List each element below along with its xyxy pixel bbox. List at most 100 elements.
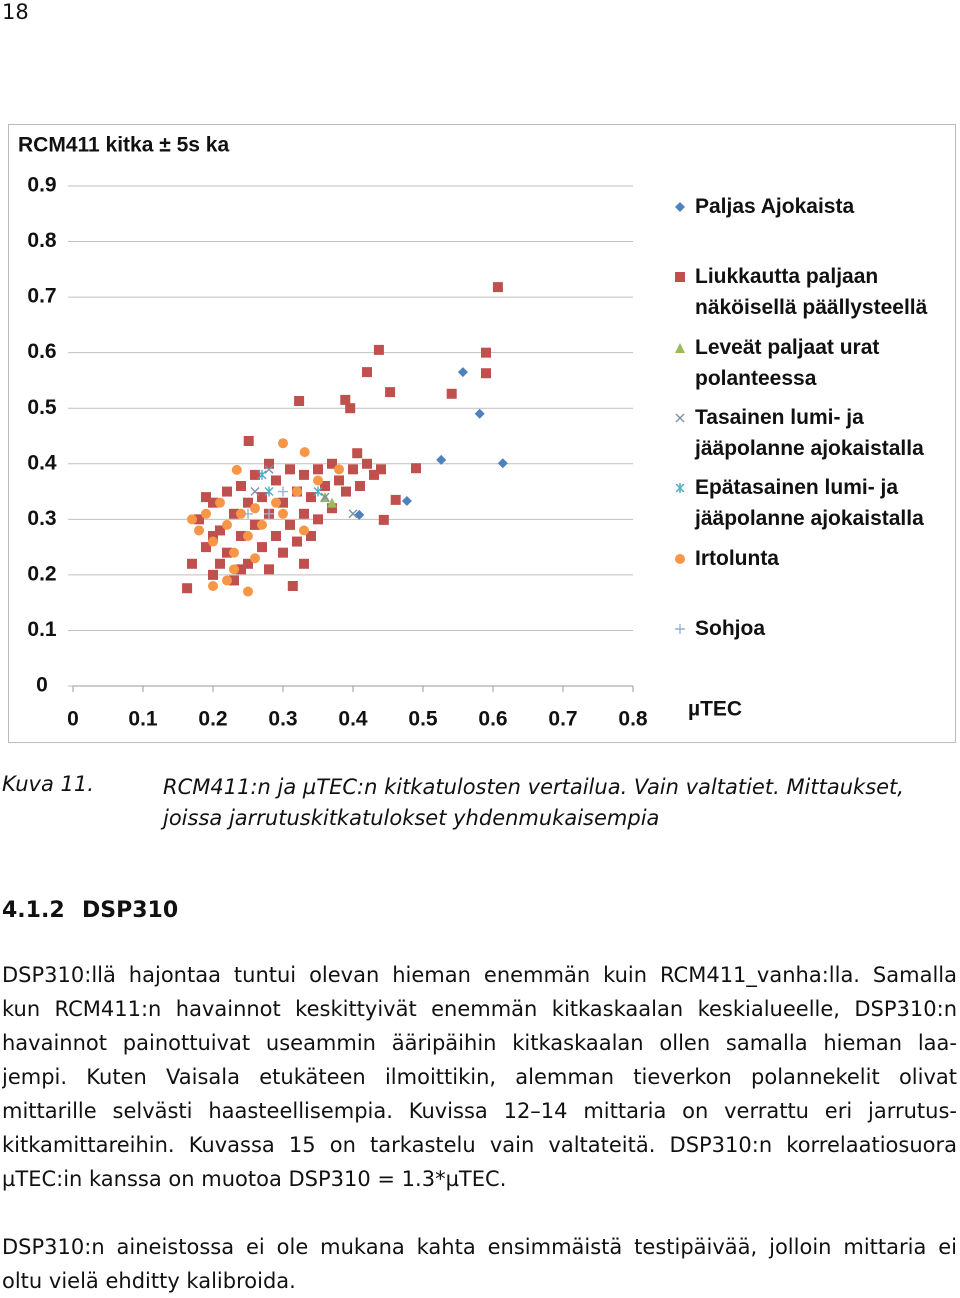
point [229,564,239,575]
point [264,464,274,474]
point [334,475,344,486]
legend-label: Leveät paljaat urat polanteessa [695,335,880,390]
point [201,508,211,519]
point [236,564,246,575]
point [208,536,218,547]
legend-label: Epätasainen lumi- ja jääpolanne ajokaist… [695,476,924,531]
point [215,497,225,508]
marker [675,272,685,283]
legend-marker [675,413,685,423]
legend-label: Sohjoa [695,616,766,640]
point [299,558,309,569]
point [257,519,267,530]
point [341,486,351,497]
point [313,486,323,497]
point [411,463,421,474]
text-line: µTEC:in kanssa on muotoa DSP310 = 1.3*µT… [2,1167,507,1191]
point [278,547,288,558]
point [378,514,389,525]
y-tick-label: 0.6 [27,340,56,363]
x-axis-label: µTEC [688,698,742,721]
point [264,486,274,497]
point [313,475,323,486]
caption-line: joissa jarrutuskitkatulokset yhdenmukais… [163,806,660,830]
legend-label: Paljas Ajokaista [695,195,855,218]
y-tick-label: 0.4 [27,451,57,474]
point [436,454,447,465]
chart: RCM411 kitka ± 5s ka µTEC 0 0.1 0.2 0.3 0.4 0… [8,124,956,743]
marker [675,483,685,494]
point [390,494,401,505]
legend-label: Liukkautta paljaan näköisellä päällystee… [695,265,928,320]
heading-number: 4.1.2 [2,898,65,923]
point [264,458,274,469]
point [236,531,246,541]
point [340,394,351,405]
point [334,464,344,475]
point [285,519,295,530]
legend-marker [675,342,685,353]
point [264,564,274,575]
legend-marker [675,272,685,283]
point [299,508,309,519]
point [222,519,232,530]
point [306,492,316,503]
marker [675,413,685,423]
point [231,464,242,475]
point [243,497,253,508]
marker [675,342,685,353]
point [271,531,281,541]
text-line: mittarille selvästi haasteellisempia. Ku… [2,1099,957,1123]
point [236,481,246,491]
point [194,525,204,536]
point [264,508,274,519]
point [299,469,309,480]
caption-label: Kuva 11. [2,772,94,796]
caption: RCM411:n ja µTEC:n kitkatulosten vertail… [163,772,904,834]
legend-entry: Tasainen lumi- ja jääpolanne ajokaistall… [672,402,957,464]
legend-label: Tasainen lumi- ja jääpolanne ajokaistall… [695,405,924,460]
point [229,575,239,586]
point [208,497,218,508]
point [376,464,386,475]
point [313,514,323,525]
text-line: kitkamittareihin. Kuvassa 15 on tarkaste… [2,1133,957,1157]
point [222,486,232,497]
point [348,464,358,475]
point [385,387,396,398]
point [243,508,253,519]
page-number: 18 [2,0,29,24]
point [299,525,309,536]
point [457,367,468,378]
point [257,542,267,553]
marker [675,202,685,212]
point [320,481,330,491]
point [250,487,260,497]
point [285,464,295,475]
x-tick-label: 0.7 [548,708,577,731]
point [446,388,457,399]
point [208,569,218,580]
text-line: DSP310:llä hajontaa tuntui olevan hieman… [2,963,957,987]
legend-entry: Sohjoa [672,613,957,644]
point [215,558,225,569]
point [278,497,288,508]
legend-marker [675,553,685,564]
point [481,368,491,379]
y-tick-label: 0.3 [27,507,56,530]
point [257,469,267,480]
paragraph: DSP310:n aineistossa ei ole mukana kahta… [2,1230,957,1298]
point [320,492,330,502]
y-tick-label: 0.8 [27,229,57,252]
point [497,458,508,469]
y-tick-label: 0 [36,674,48,697]
point [243,531,253,541]
point [278,486,288,497]
point [294,396,305,406]
point [278,438,288,449]
point [208,581,218,591]
text-line: DSP310:n aineistossa ei ole mukana kahta… [2,1235,957,1259]
marker [675,623,685,634]
point [369,469,379,480]
